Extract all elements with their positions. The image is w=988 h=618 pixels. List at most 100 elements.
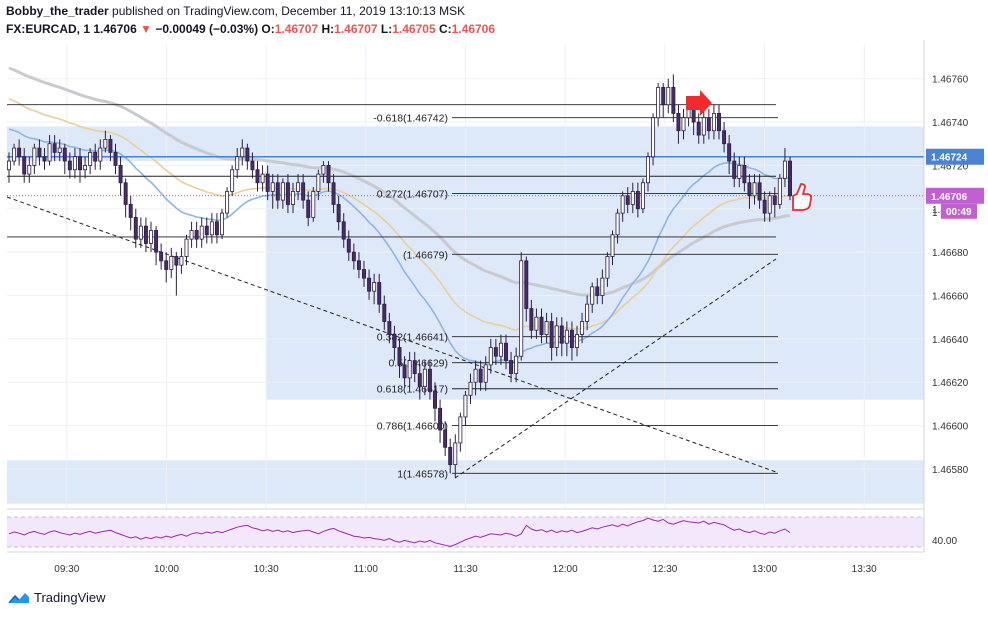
candle-body	[260, 173, 265, 184]
candle-body	[78, 156, 82, 171]
candle-body	[788, 160, 792, 197]
rsi-level-label: 40.00	[932, 536, 957, 547]
candle-body	[595, 286, 600, 296]
candle-body	[88, 152, 93, 166]
trend-line-down	[6, 196, 777, 473]
candle-body	[600, 277, 605, 296]
fib-label-5: 0.618(1.46617)	[377, 384, 448, 396]
candle-body	[72, 156, 77, 171]
thumbs-up-icon	[792, 183, 813, 211]
candle-body	[422, 368, 427, 387]
candle-body	[270, 182, 275, 192]
candle-body	[367, 277, 372, 292]
open-label: O:	[261, 22, 275, 36]
candle-body	[438, 407, 443, 431]
candle-body	[772, 195, 777, 205]
candle-body	[42, 156, 47, 162]
candle-body	[478, 368, 483, 383]
candle-body	[737, 165, 742, 179]
candle-body	[706, 117, 711, 132]
candle-body	[590, 286, 595, 305]
candle-body	[701, 117, 706, 136]
candle-body	[585, 303, 590, 322]
candle-body	[433, 390, 437, 409]
candle-body	[412, 360, 417, 374]
candle-body	[321, 165, 326, 175]
candle-body	[752, 182, 757, 197]
trend-line-up	[454, 258, 777, 479]
x-tick-2: 10:30	[254, 564, 279, 575]
candle-body	[225, 191, 230, 214]
candle-body	[189, 230, 194, 240]
candle-body	[732, 160, 737, 179]
last-price: 1.46706	[93, 22, 137, 36]
candle-body	[488, 347, 493, 366]
candle-body	[184, 238, 189, 257]
candle-body	[113, 152, 118, 166]
candle-body	[681, 117, 686, 132]
candle-body	[230, 169, 235, 192]
candle-body	[493, 347, 498, 357]
candle-body	[782, 160, 787, 179]
candle-body	[605, 256, 610, 279]
candle-body	[468, 381, 473, 396]
y-tick-8: 1.46600	[932, 422, 969, 433]
candle-body	[62, 147, 67, 162]
candle-body	[83, 165, 88, 171]
candle-body	[575, 334, 579, 348]
low-label: L:	[380, 22, 393, 36]
candle-body	[174, 256, 179, 266]
candle-body	[275, 182, 280, 201]
candle-body	[640, 182, 645, 210]
symbol-label[interactable]: FX:EURCAD, 1	[6, 22, 91, 36]
candle-body	[402, 364, 407, 379]
ohlc-legend: FX:EURCAD, 1 1.46706 ▼ −0.00049 (−0.03%)…	[6, 22, 495, 36]
candle-body	[336, 204, 341, 223]
candle-body	[240, 147, 245, 158]
publisher-line: Bobby_the_trader published on TradingVie…	[6, 4, 465, 18]
y-tick-7: 1.46620	[932, 378, 969, 389]
candle-body	[296, 182, 301, 192]
candle-body	[742, 165, 747, 184]
candle-body	[331, 182, 336, 205]
x-tick-8: 13:30	[852, 564, 877, 575]
candle-body	[564, 329, 569, 344]
candle-body	[93, 152, 98, 162]
x-tick-1: 10:00	[154, 564, 179, 575]
author-name[interactable]: Bobby_the_trader	[6, 4, 109, 18]
candle-body	[214, 221, 219, 236]
y-tick-9: 1.46580	[932, 465, 969, 476]
publish-info: published on TradingView.com, December 1…	[112, 4, 466, 18]
candle-body	[133, 217, 138, 240]
candle-body	[285, 182, 290, 205]
tradingview-logo-icon	[8, 592, 29, 603]
candle-body	[169, 256, 174, 270]
candle-body	[118, 165, 123, 184]
key-level-badge	[926, 148, 984, 165]
candle-body	[57, 147, 62, 153]
candle-body	[397, 347, 402, 366]
candle-body	[651, 117, 656, 158]
low-value: 1.46705	[392, 22, 436, 36]
candle-body	[138, 225, 143, 240]
x-tick-6: 12:30	[652, 564, 677, 575]
candlesticks	[7, 74, 792, 478]
tradingview-brand[interactable]: TradingView	[8, 590, 106, 605]
candle-body	[387, 321, 392, 335]
candle-body	[377, 282, 382, 305]
candle-body	[199, 225, 204, 240]
candle-body	[610, 234, 615, 257]
candle-body	[164, 260, 169, 270]
candle-body	[143, 225, 148, 244]
candle-body	[209, 221, 214, 236]
high-value: 1.46707	[334, 22, 378, 36]
candle-body	[544, 321, 549, 335]
fib-label-2: (1.46679)	[403, 249, 448, 261]
candle-body	[250, 160, 255, 171]
candle-body	[676, 112, 681, 132]
candle-body	[123, 182, 128, 205]
candle-body	[656, 86, 661, 119]
candle-body	[747, 182, 752, 197]
candle-body	[498, 342, 503, 357]
